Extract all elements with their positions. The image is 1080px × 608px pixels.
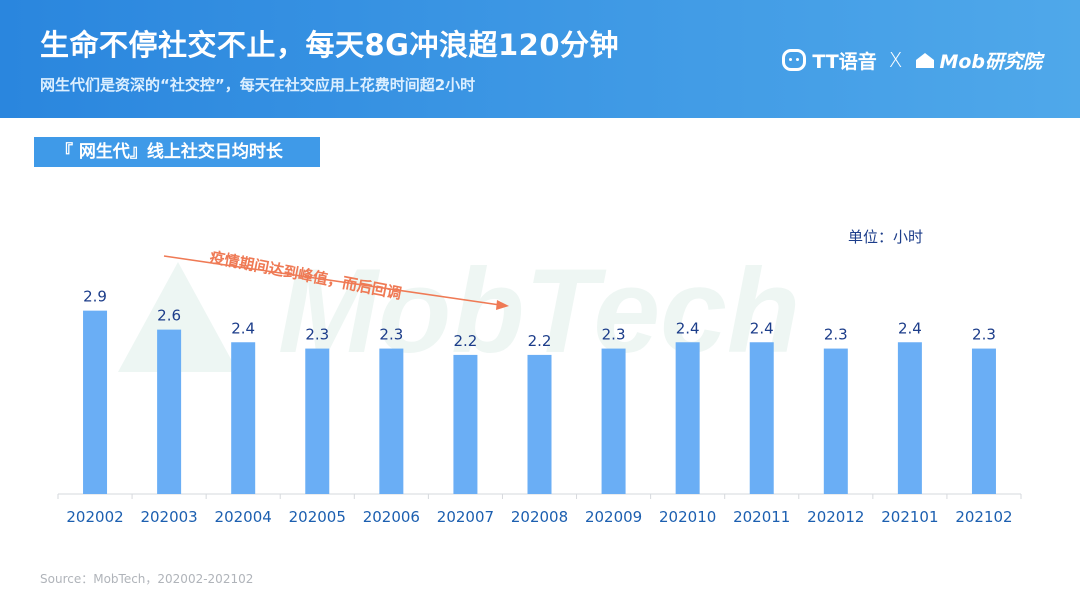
x-tick-label-202102: 202102	[955, 508, 1012, 526]
unit-label: 单位：小时	[848, 228, 924, 246]
data-label-202004: 2.4	[231, 319, 255, 337]
page-subtitle: 网生代们是资深的“社交控”，每天在社交应用上花费时间超2小时	[40, 76, 476, 94]
tt-voice-icon	[782, 49, 807, 71]
x-tick-label-202006: 202006	[363, 508, 420, 526]
x-tick-label-202101: 202101	[881, 508, 938, 526]
x-tick-label-202011: 202011	[733, 508, 790, 526]
bar-202008	[527, 354, 552, 494]
data-label-202011: 2.4	[750, 319, 774, 337]
data-label-202008: 2.2	[528, 332, 552, 350]
header-banner: 生命不停社交不止，每天8G冲浪超120分钟 网生代们是资深的“社交控”，每天在社…	[0, 0, 1080, 118]
x-tick-label-202002: 202002	[66, 508, 123, 526]
bar-202009	[601, 348, 626, 494]
x-tick-label-202008: 202008	[511, 508, 568, 526]
source-note: Source：MobTech，202002-202102	[40, 572, 254, 586]
x-tick-label-202005: 202005	[289, 508, 346, 526]
trend-arrow	[163, 255, 509, 310]
bar-202003	[157, 329, 182, 494]
x-tick-label-202012: 202012	[807, 508, 864, 526]
bar-202004	[231, 342, 256, 494]
bar-202006	[379, 348, 404, 494]
data-label-202005: 2.3	[305, 326, 329, 344]
bar-202007	[453, 354, 478, 494]
logo-separator: X	[888, 48, 903, 72]
x-tick-label-202004: 202004	[215, 508, 272, 526]
data-label-202010: 2.4	[676, 319, 700, 337]
mob-research-logo-text: Mob研究院	[939, 50, 1042, 73]
x-tick-label-202009: 202009	[585, 508, 642, 526]
x-tick-label-202010: 202010	[659, 508, 716, 526]
bar-202101	[897, 342, 922, 494]
mob-house-icon	[916, 53, 935, 68]
chart-section-label: 『 网生代』线上社交日均时长	[34, 137, 320, 167]
tt-voice-logo-text: TT语音	[812, 50, 877, 73]
x-tick-label-202007: 202007	[437, 508, 494, 526]
data-label-202007: 2.2	[453, 332, 477, 350]
bar-202012	[823, 348, 848, 494]
page-title: 生命不停社交不止，每天8G冲浪超120分钟	[40, 28, 620, 62]
data-label-202012: 2.3	[824, 326, 848, 344]
data-label-202006: 2.3	[379, 326, 403, 344]
data-label-202009: 2.3	[602, 326, 626, 344]
data-label-202101: 2.4	[898, 319, 922, 337]
data-label-202003: 2.6	[157, 307, 181, 325]
bar-202011	[749, 342, 774, 494]
bar-202010	[675, 342, 700, 494]
bar-202102	[971, 348, 996, 494]
bar-202005	[305, 348, 330, 494]
data-label-202102: 2.3	[972, 326, 996, 344]
data-label-202002: 2.9	[83, 288, 107, 306]
x-tick-label-202003: 202003	[140, 508, 197, 526]
brand-logos: TT语音 X Mob研究院	[782, 44, 1042, 76]
bar-202002	[83, 310, 108, 494]
